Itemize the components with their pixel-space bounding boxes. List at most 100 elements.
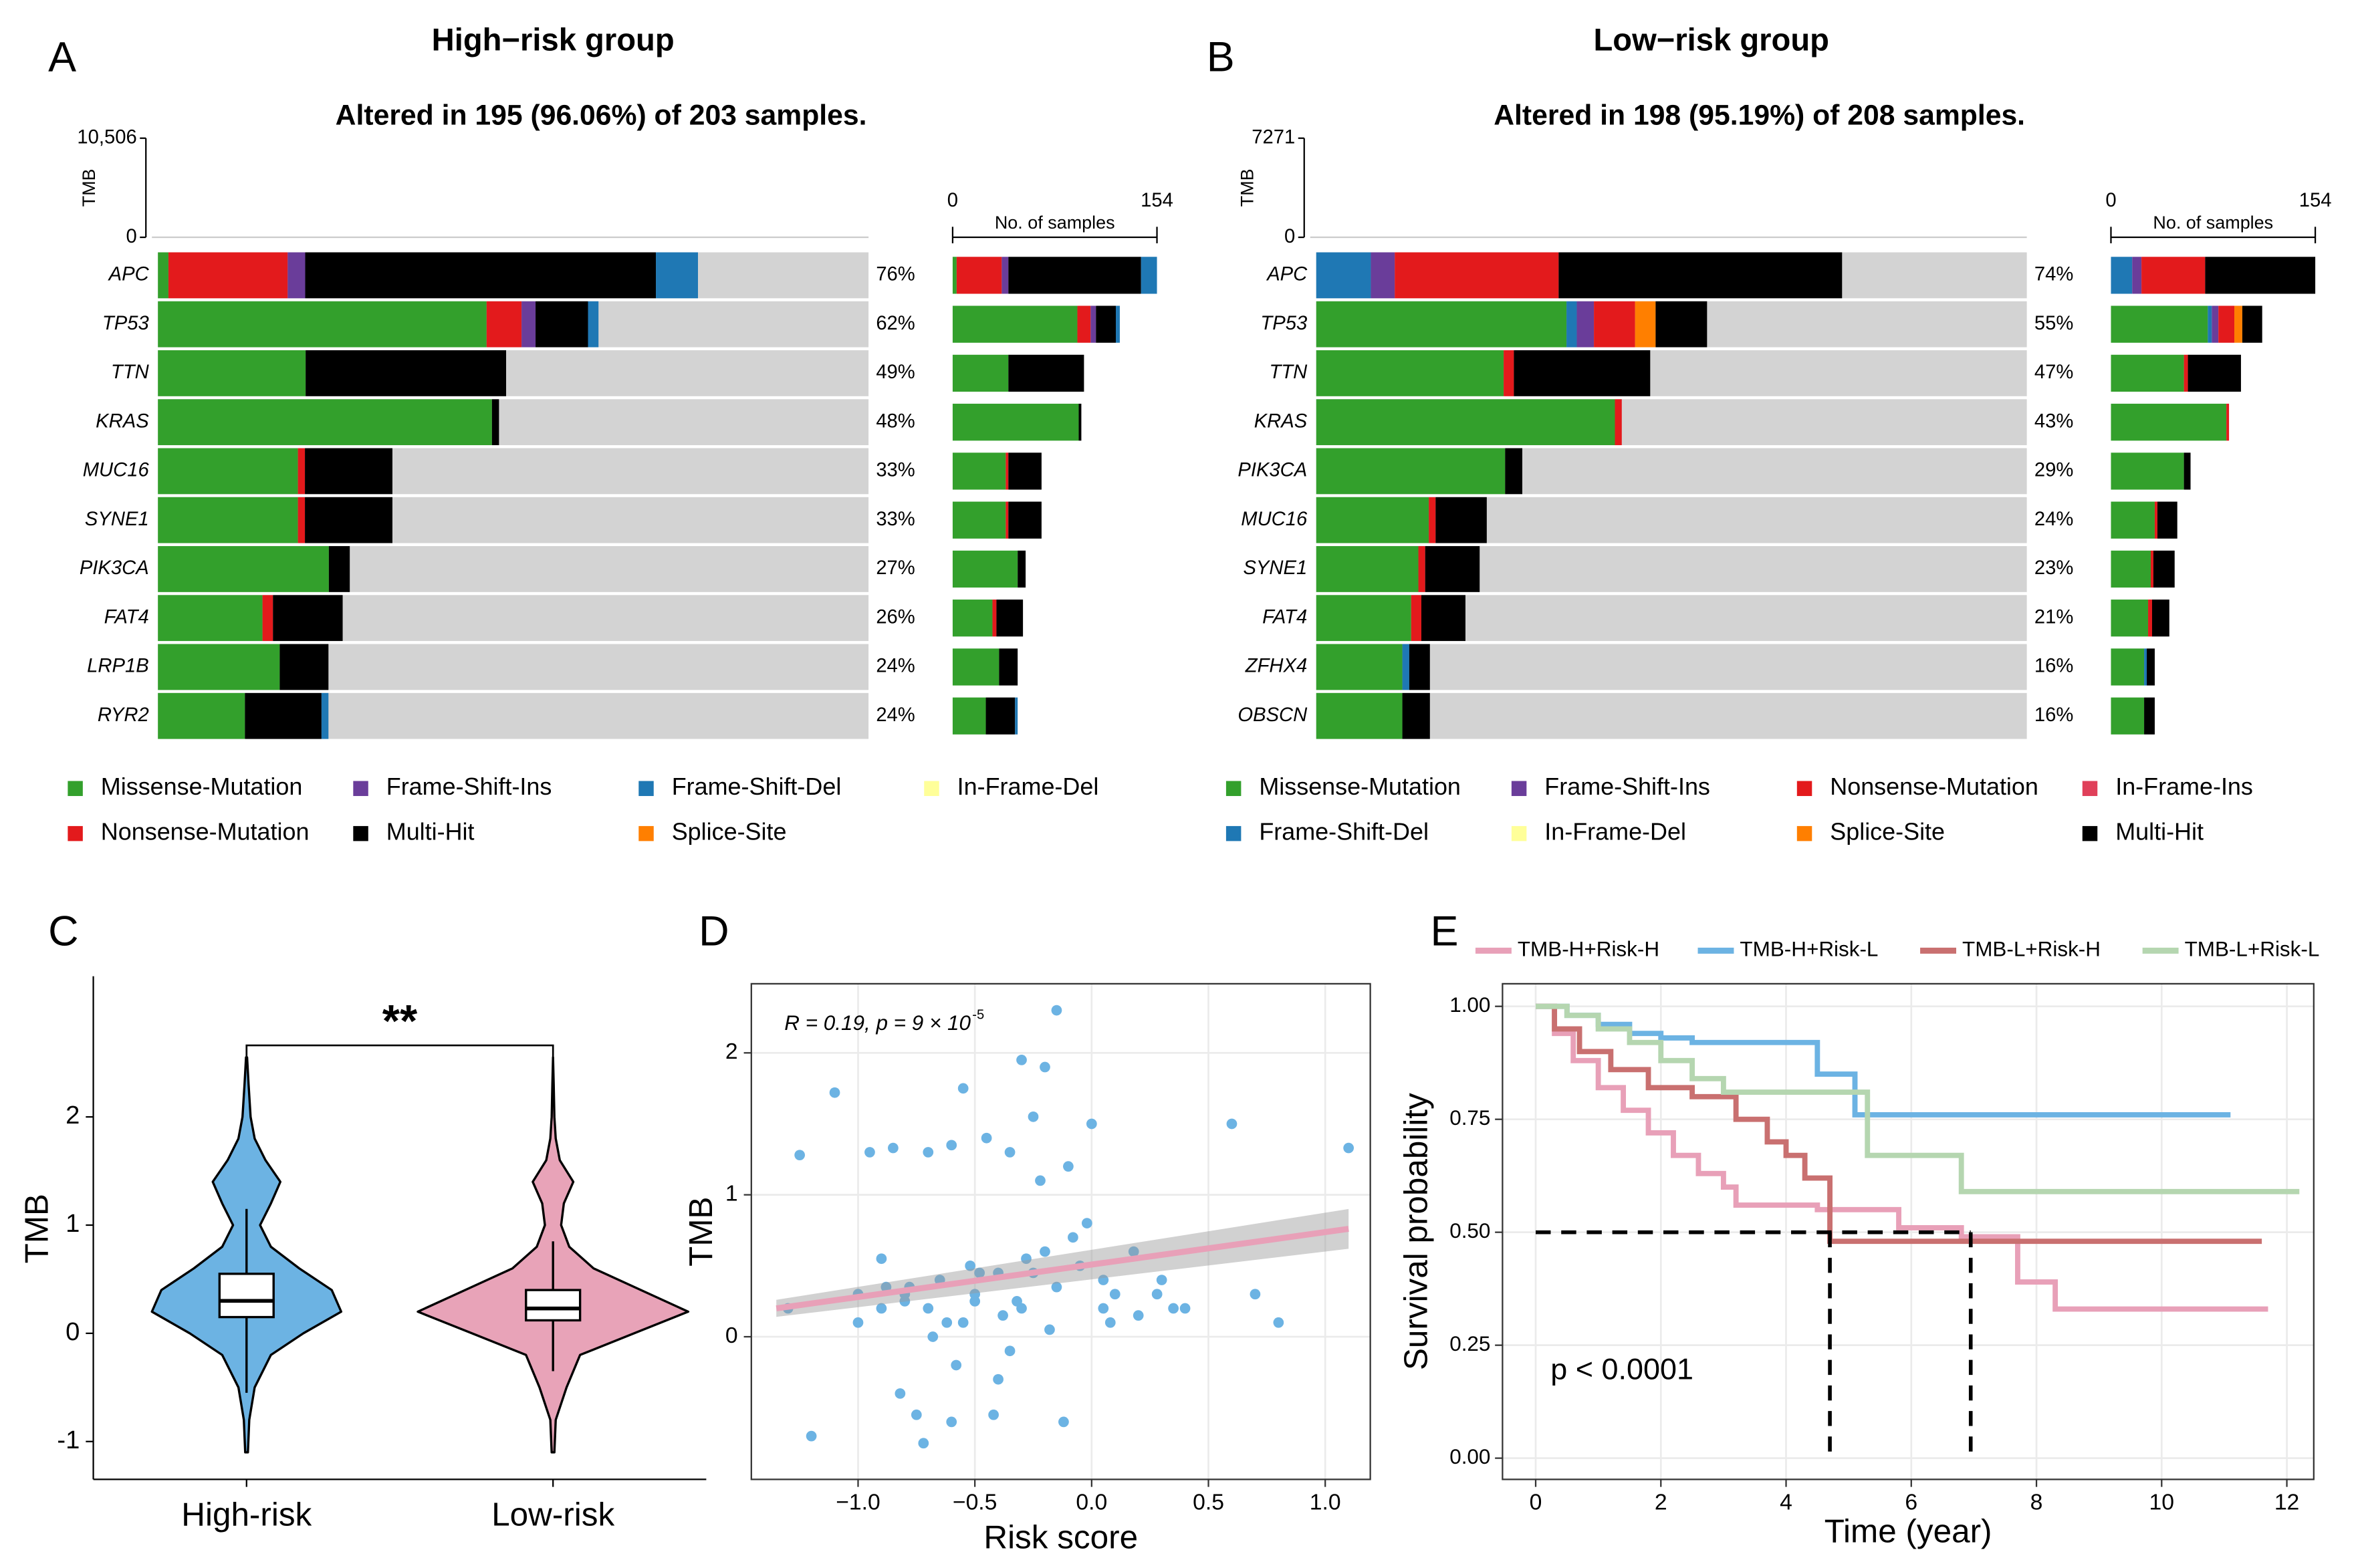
y-tick-label: 2 [66, 1101, 80, 1130]
point [1151, 1289, 1163, 1300]
x-tick-label: 0 [1530, 1489, 1542, 1515]
bar-tick-label: 154 [2299, 190, 2332, 211]
legend-swatch [924, 781, 939, 796]
box [218, 1273, 275, 1319]
matrix-cells [521, 301, 536, 348]
sample-bar [952, 257, 957, 294]
y-tick-label: -1 [57, 1426, 80, 1454]
sample-bar [1116, 305, 1120, 343]
sample-bar [2234, 305, 2242, 343]
gene-label: TP53 [102, 313, 149, 334]
matrix-cells [262, 595, 273, 642]
x-tick-label: 8 [2030, 1489, 2043, 1515]
legend-swatch [1796, 781, 1812, 796]
matrix-cells [298, 448, 306, 495]
sample-bar [2111, 648, 2145, 686]
gene-label: TTN [111, 362, 150, 383]
percent-label: 43% [2034, 410, 2073, 432]
matrix-cells [1505, 448, 1522, 495]
gene-label: FAT4 [1262, 606, 1307, 628]
legend-label: Frame-Shift-Ins [386, 773, 552, 800]
sample-bar [2205, 257, 2316, 294]
gene-label: PIK3CA [80, 557, 149, 579]
matrix-cells [1576, 301, 1595, 348]
y-tick-label: 2 [725, 1039, 738, 1064]
x-tick-label: 4 [1780, 1489, 1792, 1515]
point [1179, 1303, 1191, 1314]
matrix-cells [1411, 595, 1421, 642]
sample-bar [2111, 452, 2184, 490]
sample-bar [1008, 257, 1141, 294]
plot-panel [751, 983, 1371, 1480]
matrix-cells [1402, 692, 1430, 739]
sample-bar [2132, 257, 2142, 294]
point [794, 1150, 805, 1161]
sample-bar [2154, 501, 2157, 539]
matrix-cells [1316, 448, 1506, 495]
legend-label: Frame-Shift-Del [672, 773, 842, 800]
legend-swatch [68, 781, 83, 796]
percent-label: 55% [2034, 313, 2073, 334]
point [981, 1132, 992, 1144]
point [1016, 1055, 1027, 1065]
tmb-tick-label: 7271 [1252, 126, 1295, 148]
x-tick-label: 12 [2274, 1489, 2299, 1515]
matrix-cells [245, 692, 322, 739]
legend-swatch [2082, 781, 2098, 796]
legend-swatch [1511, 825, 1527, 841]
percent-label: 24% [876, 704, 915, 726]
point [1044, 1324, 1055, 1335]
point [957, 1317, 969, 1328]
bar-tick-label: 154 [1141, 190, 1173, 211]
bar-tick-label: 0 [2105, 190, 2116, 211]
sample-bar [1015, 697, 1018, 735]
matrix-cells [1594, 301, 1635, 348]
gene-label: APC [108, 264, 150, 285]
gene-label: PIK3CA [1238, 460, 1307, 481]
gene-label: MUC16 [1241, 509, 1308, 530]
matrix-cells [158, 546, 329, 592]
legend-swatch [1796, 825, 1812, 841]
matrix-row [1316, 692, 2027, 739]
sample-bar [2150, 550, 2153, 588]
percent-label: 33% [876, 509, 915, 530]
gene-label: RYR2 [98, 704, 149, 726]
percent-label: 26% [876, 606, 915, 628]
point [1226, 1118, 1238, 1130]
sample-bar [2184, 354, 2188, 392]
percent-label: 47% [2034, 362, 2073, 383]
matrix-cells [486, 301, 522, 348]
x-tick-label: Low-risk [491, 1496, 614, 1533]
legend-swatch [1225, 825, 1242, 841]
x-tick-label: −1.0 [836, 1489, 880, 1515]
matrix-cells [305, 448, 392, 495]
x-axis-label: Risk score [983, 1519, 1138, 1555]
sample-bar [2208, 305, 2212, 343]
matrix-cells [298, 497, 306, 543]
y-tick-label: 1 [725, 1181, 738, 1206]
matrix-cells [158, 252, 168, 299]
y-tick-label: 0.25 [1449, 1332, 1490, 1355]
percent-label: 29% [2034, 460, 2073, 481]
panel-title: High−risk group [432, 21, 675, 57]
matrix-cells [1409, 644, 1430, 690]
panel-label: C [48, 908, 78, 954]
matrix-cells [1635, 301, 1656, 348]
point [946, 1416, 957, 1428]
legend-label: Multi-Hit [386, 818, 475, 845]
legend-swatch [68, 825, 83, 841]
point [1040, 1246, 1050, 1257]
y-axis-label: TMB [683, 1196, 719, 1266]
panel-title: Low−risk group [1593, 21, 1829, 57]
point [1081, 1218, 1092, 1228]
significance-bracket [245, 1044, 554, 1061]
plot-border [750, 983, 1371, 1480]
point [965, 1260, 976, 1271]
sample-bar [956, 257, 1002, 294]
sample-bar [2218, 305, 2235, 343]
matrix-cells [158, 301, 487, 348]
percent-label: 33% [876, 460, 915, 481]
point [997, 1310, 1008, 1321]
matrix-cells [1316, 252, 1371, 299]
